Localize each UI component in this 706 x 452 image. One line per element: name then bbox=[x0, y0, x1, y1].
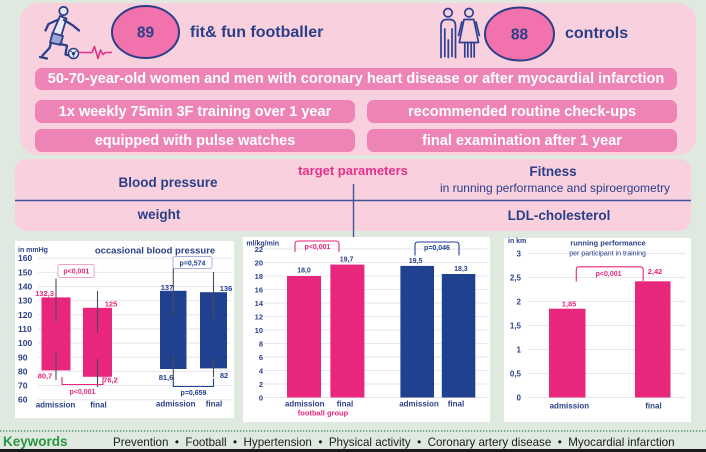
svg-text:140: 140 bbox=[18, 282, 32, 292]
svg-text:2: 2 bbox=[517, 298, 522, 307]
svg-text:16: 16 bbox=[255, 286, 263, 295]
svg-text:120: 120 bbox=[18, 310, 32, 320]
svg-text:19,7: 19,7 bbox=[340, 257, 354, 264]
svg-text:81,6: 81,6 bbox=[159, 373, 174, 382]
svg-text:final: final bbox=[337, 399, 353, 408]
svg-text:60: 60 bbox=[18, 395, 28, 405]
svg-text:running performance: running performance bbox=[570, 239, 645, 248]
svg-text:22: 22 bbox=[255, 245, 263, 254]
svg-text:in mmHg: in mmHg bbox=[18, 247, 48, 254]
svg-text:132,3: 132,3 bbox=[35, 289, 54, 298]
svg-text:70: 70 bbox=[18, 381, 28, 391]
svg-text:0,5: 0,5 bbox=[510, 370, 522, 379]
svg-text:admission: admission bbox=[399, 399, 439, 408]
svg-text:14: 14 bbox=[255, 299, 264, 308]
svg-text:ml/kg/min: ml/kg/min bbox=[246, 241, 279, 248]
svg-text:1,85: 1,85 bbox=[562, 300, 577, 309]
svg-text:20: 20 bbox=[255, 259, 263, 268]
svg-text:88: 88 bbox=[511, 27, 529, 44]
svg-text:137: 137 bbox=[161, 283, 174, 292]
svg-text:130: 130 bbox=[18, 296, 32, 306]
svg-text:0: 0 bbox=[517, 394, 522, 403]
svg-text:p<0,001: p<0,001 bbox=[63, 269, 89, 276]
svg-text:p=0,659: p=0,659 bbox=[181, 390, 207, 397]
svg-text:final: final bbox=[206, 400, 222, 409]
svg-text:18,0: 18,0 bbox=[297, 268, 311, 275]
svg-text:90: 90 bbox=[18, 352, 28, 362]
svg-text:80: 80 bbox=[18, 366, 28, 376]
svg-text:19,5: 19,5 bbox=[409, 258, 423, 265]
svg-text:4: 4 bbox=[259, 367, 264, 376]
svg-text:2: 2 bbox=[259, 380, 263, 389]
svg-text:final: final bbox=[90, 401, 106, 410]
svg-text:18,3: 18,3 bbox=[454, 266, 468, 273]
svg-text:admission: admission bbox=[550, 402, 590, 411]
svg-text:p=0,046: p=0,046 bbox=[424, 245, 450, 252]
svg-text:0: 0 bbox=[259, 394, 263, 403]
svg-text:110: 110 bbox=[18, 324, 32, 334]
svg-text:136: 136 bbox=[220, 284, 233, 293]
svg-text:1,5: 1,5 bbox=[510, 322, 522, 331]
svg-text:2,42: 2,42 bbox=[648, 267, 663, 276]
svg-text:admission: admission bbox=[156, 400, 196, 409]
svg-text:1: 1 bbox=[517, 346, 522, 355]
svg-text:150: 150 bbox=[18, 267, 32, 277]
svg-text:2,5: 2,5 bbox=[510, 274, 522, 283]
svg-text:final: final bbox=[645, 402, 661, 411]
svg-text:3: 3 bbox=[517, 250, 522, 259]
svg-text:football group: football group bbox=[298, 409, 349, 418]
svg-text:p<0,001: p<0,001 bbox=[70, 389, 96, 396]
svg-text:10: 10 bbox=[255, 326, 263, 335]
svg-text:admission: admission bbox=[285, 399, 325, 408]
svg-text:in km: in km bbox=[508, 238, 526, 245]
svg-text:per participant in training: per participant in training bbox=[569, 251, 646, 258]
svg-text:occasional blood pressure: occasional blood pressure bbox=[95, 246, 215, 257]
svg-text:89: 89 bbox=[137, 25, 155, 42]
svg-text:final: final bbox=[448, 399, 464, 408]
svg-text:6: 6 bbox=[259, 353, 263, 362]
svg-text:125: 125 bbox=[105, 300, 118, 309]
svg-text:82: 82 bbox=[220, 371, 228, 380]
svg-text:8: 8 bbox=[259, 340, 263, 349]
svg-text:admission: admission bbox=[36, 401, 76, 410]
svg-text:p=0,574: p=0,574 bbox=[180, 260, 206, 267]
svg-text:160: 160 bbox=[18, 253, 32, 263]
svg-text:100: 100 bbox=[18, 338, 32, 348]
svg-text:76,2: 76,2 bbox=[103, 376, 118, 385]
svg-text:18: 18 bbox=[255, 272, 263, 281]
svg-text:p<0,001: p<0,001 bbox=[305, 244, 331, 251]
svg-text:p<0,001: p<0,001 bbox=[596, 271, 622, 278]
svg-text:80,7: 80,7 bbox=[38, 372, 53, 381]
svg-text:12: 12 bbox=[255, 313, 263, 322]
